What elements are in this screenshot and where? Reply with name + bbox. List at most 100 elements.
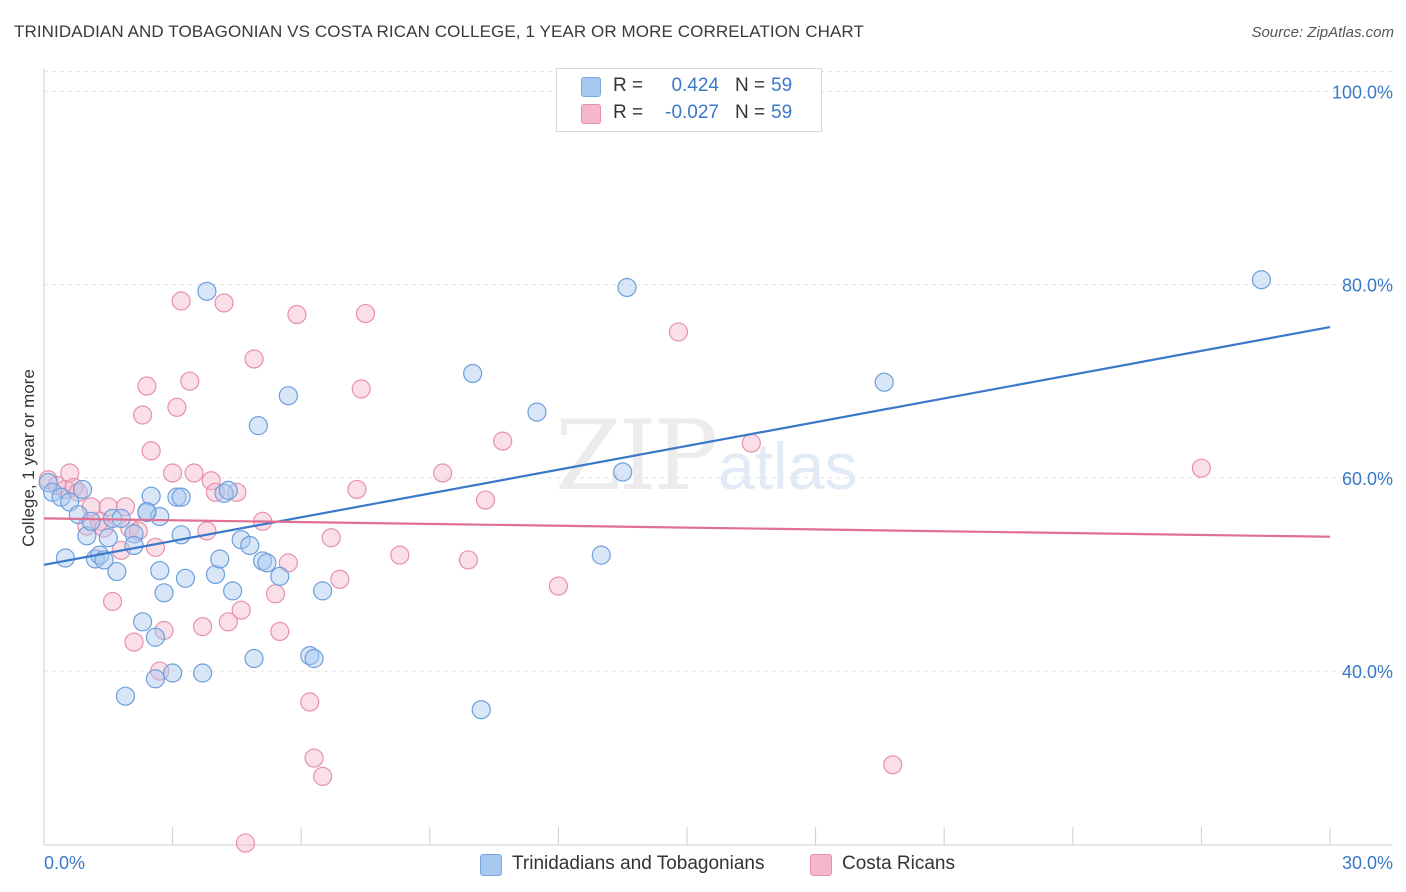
legend-r-label: R = — [613, 102, 644, 123]
data-point-costa-ricans — [355, 303, 376, 324]
data-point-costa-ricans — [300, 692, 320, 712]
data-point-trinidadians — [171, 487, 191, 507]
data-point-trinidadians — [210, 549, 230, 569]
data-point-trinidadians — [132, 612, 153, 632]
data-point-costa-ricans — [548, 576, 569, 596]
data-point-costa-ricans — [278, 553, 298, 573]
legend-n-value: 59 — [771, 75, 793, 96]
data-point-trinidadians — [248, 416, 268, 436]
data-point-costa-ricans — [132, 405, 153, 425]
data-point-costa-ricans — [201, 471, 221, 491]
data-point-costa-ricans — [883, 755, 903, 775]
y-tick-label: 40.0% — [1342, 662, 1393, 682]
data-point-costa-ricans — [115, 497, 136, 517]
data-point-costa-ricans — [347, 479, 367, 500]
data-point-trinidadians — [240, 535, 260, 556]
data-point-costa-ricans — [270, 621, 290, 642]
data-point-costa-ricans — [102, 591, 123, 612]
legend-swatch-blue — [581, 77, 601, 97]
data-point-trinidadians — [244, 648, 264, 669]
legend-r-value: -0.027 — [665, 102, 719, 123]
data-point-trinidadians — [163, 663, 183, 683]
data-point-trinidadians — [278, 386, 298, 406]
legend-row-blue: R = 0.424 N = 59 — [557, 74, 821, 100]
trend-line-trinidadians — [43, 326, 1331, 566]
data-point-costa-ricans — [668, 322, 689, 342]
data-point-costa-ricans — [304, 748, 324, 768]
data-point-trinidadians — [591, 545, 611, 565]
trend-lines — [43, 326, 1331, 566]
data-point-trinidadians — [313, 581, 333, 601]
data-point-costa-ricans — [98, 497, 118, 517]
data-point-trinidadians — [223, 581, 243, 601]
data-point-costa-ricans — [180, 371, 200, 391]
data-point-costa-ricans — [458, 550, 478, 570]
legend-row-pink: R = -0.027 N = 59 — [557, 101, 821, 127]
data-point-trinidadians — [124, 535, 144, 556]
chart-title: TRINIDADIAN AND TOBAGONIAN VS COSTA RICA… — [14, 22, 864, 41]
data-point-costa-ricans — [493, 431, 513, 451]
correlation-legend: R = 0.424 N = 59 R = -0.027 N = 59 — [556, 68, 822, 132]
grid-lines — [44, 70, 1392, 672]
data-point-trinidadians — [167, 487, 187, 507]
data-point-trinidadians — [1251, 270, 1272, 290]
data-point-trinidadians — [304, 648, 324, 669]
data-point-costa-ricans — [60, 463, 80, 483]
data-point-trinidadians — [257, 553, 277, 573]
y-tick-label: 100.0% — [1332, 82, 1393, 102]
data-point-costa-ricans — [197, 521, 217, 541]
data-point-trinidadians — [115, 686, 136, 706]
data-point-costa-ricans — [193, 617, 213, 637]
data-point-costa-ricans — [244, 349, 264, 369]
data-point-trinidadians — [55, 548, 76, 568]
data-point-costa-ricans — [433, 463, 453, 483]
data-point-trinidadians — [617, 277, 637, 298]
x-tick-label: 0.0% — [44, 853, 85, 873]
legend-n-label: N = — [735, 75, 766, 96]
legend-swatch-pink — [810, 854, 832, 876]
y-tick-label: 60.0% — [1342, 469, 1393, 489]
data-point-trinidadians — [205, 564, 226, 585]
data-point-trinidadians — [141, 486, 161, 506]
legend-n-label: N = — [735, 102, 766, 123]
axes — [43, 68, 1392, 846]
data-point-trinidadians — [154, 583, 174, 603]
data-point-trinidadians — [175, 568, 196, 588]
data-point-costa-ricans — [390, 545, 410, 565]
y-tick-label: 80.0% — [1342, 276, 1393, 296]
data-point-costa-ricans — [321, 528, 341, 548]
data-point-trinidadians — [197, 281, 217, 301]
series-trinidadians — [38, 270, 1272, 720]
data-point-costa-ricans — [1191, 458, 1212, 478]
data-point-trinidadians — [527, 402, 547, 422]
data-point-costa-ricans — [171, 291, 191, 311]
data-point-trinidadians — [150, 560, 170, 581]
data-point-costa-ricans — [313, 766, 333, 786]
legend-label: Costa Ricans — [842, 853, 955, 874]
legend-r-label: R = — [613, 75, 644, 96]
data-point-costa-ricans — [475, 490, 496, 510]
data-point-costa-ricans — [351, 379, 371, 399]
data-point-trinidadians — [98, 528, 118, 548]
data-point-trinidadians — [193, 663, 213, 683]
legend-swatch-blue — [480, 854, 502, 876]
watermark-atlas: atlas — [718, 429, 858, 503]
legend-n-value: 59 — [771, 102, 793, 123]
data-point-trinidadians — [270, 566, 290, 586]
data-point-costa-ricans — [145, 537, 166, 557]
legend-r-value: 0.424 — [671, 75, 719, 96]
data-point-trinidadians — [81, 511, 101, 531]
data-point-trinidadians — [145, 669, 166, 689]
data-point-costa-ricans — [167, 397, 187, 417]
data-point-trinidadians — [471, 700, 491, 720]
trend-line-costa-ricans — [43, 517, 1331, 538]
data-point-trinidadians — [218, 480, 238, 500]
data-point-costa-ricans — [287, 304, 307, 325]
data-point-trinidadians — [72, 479, 93, 500]
data-point-costa-ricans — [214, 293, 234, 313]
axis-labels: 40.0% 60.0% 80.0% 100.0% 0.0% 30.0% College, 1… — [19, 82, 1393, 873]
data-point-trinidadians — [613, 462, 633, 482]
data-point-trinidadians — [107, 561, 127, 582]
x-tick-label: 30.0% — [1342, 853, 1393, 873]
